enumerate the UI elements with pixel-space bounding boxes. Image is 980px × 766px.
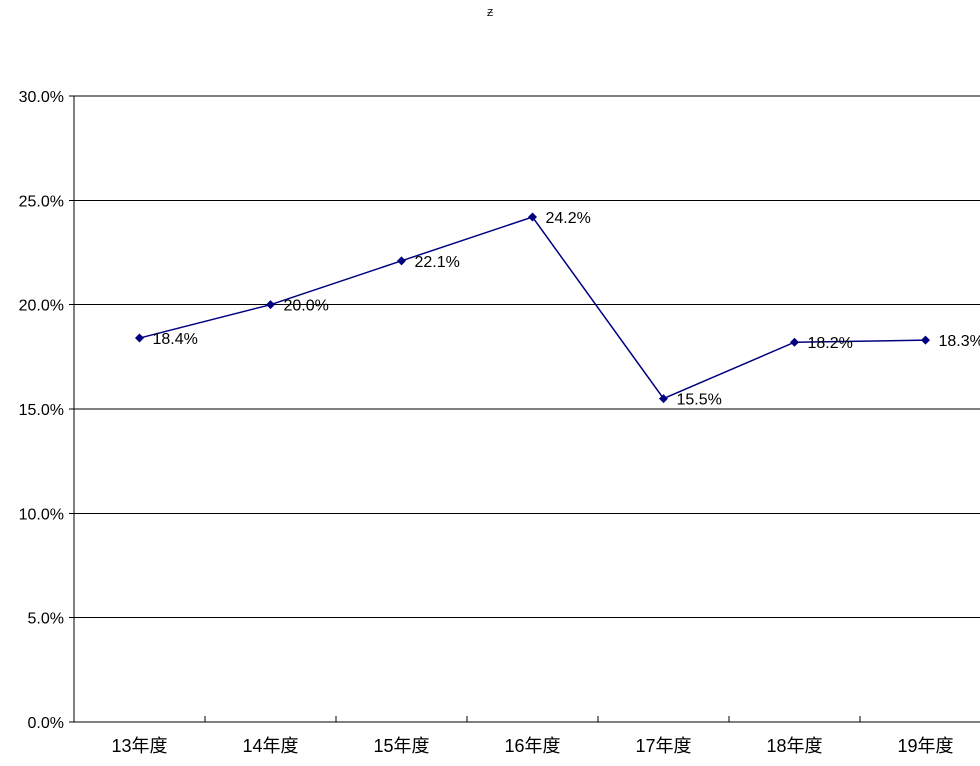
y-tick-label-3: 15.0% <box>19 402 64 419</box>
data-label-4: 15.5% <box>677 392 722 409</box>
y-tick-label-4: 20.0% <box>19 298 64 315</box>
y-tick-label-6: 30.0% <box>19 89 64 106</box>
x-tick-label-1: 14年度 <box>242 736 298 756</box>
x-tick-label-6: 19年度 <box>897 736 953 756</box>
x-tick-label-4: 17年度 <box>635 736 691 756</box>
y-tick-label-5: 25.0% <box>19 193 64 210</box>
data-point-1 <box>266 300 275 309</box>
data-label-3: 24.2% <box>546 210 591 227</box>
axes: 0.0% 5.0% 10.0% 15.0% 20.0% 25.0% 30.0% 13年度 14年… <box>19 89 980 756</box>
data-label-6: 18.3% <box>939 333 980 350</box>
x-tick-label-3: 16年度 <box>504 736 560 756</box>
data-label-2: 22.1% <box>415 254 460 271</box>
series <box>135 213 930 404</box>
y-tick-label-2: 10.0% <box>19 506 64 523</box>
data-point-2 <box>397 256 406 265</box>
data-label-0: 18.4% <box>153 331 198 348</box>
series-line-0 <box>140 217 926 399</box>
data-label-1: 20.0% <box>284 298 329 315</box>
gridlines <box>74 96 980 618</box>
data-point-0 <box>135 334 144 343</box>
x-tick-label-5: 18年度 <box>766 736 822 756</box>
y-tick-label-0: 0.0% <box>28 715 64 732</box>
x-tick-label-0: 13年度 <box>111 736 167 756</box>
x-tick-label-2: 15年度 <box>373 736 429 756</box>
data-point-6 <box>921 336 930 345</box>
y-tick-label-1: 5.0% <box>28 611 64 628</box>
chart-title: Ƶ <box>0 8 980 19</box>
data-point-5 <box>790 338 799 347</box>
data-label-5: 18.2% <box>808 335 853 352</box>
labels: 18.4% 20.0% 22.1% 24.2% 15.5% 18.2% 18.3% <box>153 210 980 409</box>
